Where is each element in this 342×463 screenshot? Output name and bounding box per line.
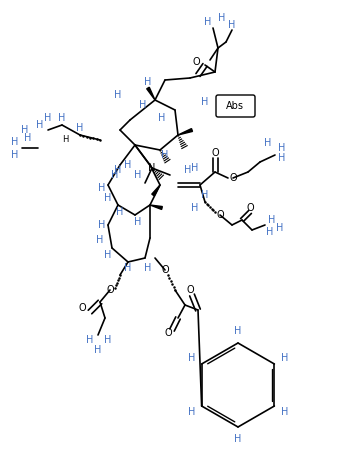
Text: H: H xyxy=(104,193,112,203)
Text: H: H xyxy=(104,335,112,345)
Text: H: H xyxy=(191,163,199,173)
Text: O: O xyxy=(161,265,169,275)
Text: H: H xyxy=(21,125,29,135)
Text: H: H xyxy=(104,250,112,260)
Text: H: H xyxy=(201,97,209,107)
Text: O: O xyxy=(106,285,114,295)
Text: H: H xyxy=(114,90,122,100)
Text: H: H xyxy=(44,113,52,123)
Polygon shape xyxy=(150,205,162,209)
Text: H: H xyxy=(139,100,147,110)
Text: H: H xyxy=(94,345,102,355)
Text: O: O xyxy=(246,203,254,213)
Text: N: N xyxy=(148,163,156,173)
Text: H: H xyxy=(201,190,209,200)
Text: H: H xyxy=(144,263,152,273)
Polygon shape xyxy=(178,129,193,135)
Text: H: H xyxy=(266,227,274,237)
Text: H: H xyxy=(278,143,286,153)
Text: O: O xyxy=(211,148,219,158)
Text: H: H xyxy=(144,77,152,87)
Text: H: H xyxy=(187,353,195,363)
Text: H: H xyxy=(191,203,199,213)
Polygon shape xyxy=(152,185,160,196)
Text: H: H xyxy=(134,170,142,180)
Text: H: H xyxy=(98,183,106,193)
Text: H: H xyxy=(98,220,106,230)
Text: O: O xyxy=(164,328,172,338)
Text: H: H xyxy=(234,434,242,444)
Text: H: H xyxy=(111,170,119,180)
Text: O: O xyxy=(216,210,224,220)
Text: Abs: Abs xyxy=(226,101,244,111)
Text: H: H xyxy=(264,138,272,148)
Text: H: H xyxy=(228,20,236,30)
Text: H: H xyxy=(276,223,284,233)
Text: O: O xyxy=(192,57,200,67)
Text: H: H xyxy=(281,407,288,417)
Text: H: H xyxy=(187,407,195,417)
Text: H: H xyxy=(218,13,226,23)
Text: H: H xyxy=(96,235,104,245)
Text: H: H xyxy=(76,123,84,133)
Text: H: H xyxy=(116,207,124,217)
Text: H: H xyxy=(36,120,44,130)
Text: H: H xyxy=(134,217,142,227)
Text: H: H xyxy=(58,113,66,123)
Text: H: H xyxy=(268,215,276,225)
Text: H: H xyxy=(184,165,192,175)
Polygon shape xyxy=(147,87,155,100)
Text: O: O xyxy=(229,173,237,183)
Text: O: O xyxy=(78,303,86,313)
Text: H: H xyxy=(124,263,132,273)
Text: H: H xyxy=(24,133,32,143)
Text: H: H xyxy=(278,153,286,163)
Text: O: O xyxy=(186,285,194,295)
Text: H: H xyxy=(114,165,122,175)
Text: H: H xyxy=(11,137,19,147)
Text: H: H xyxy=(161,150,169,160)
Text: H: H xyxy=(124,160,132,170)
Text: H: H xyxy=(204,17,212,27)
Text: H: H xyxy=(281,353,288,363)
Text: H: H xyxy=(62,136,68,144)
Text: H: H xyxy=(234,326,242,336)
Text: H: H xyxy=(11,150,19,160)
FancyBboxPatch shape xyxy=(216,95,255,117)
Text: H: H xyxy=(86,335,94,345)
Text: H: H xyxy=(158,113,166,123)
